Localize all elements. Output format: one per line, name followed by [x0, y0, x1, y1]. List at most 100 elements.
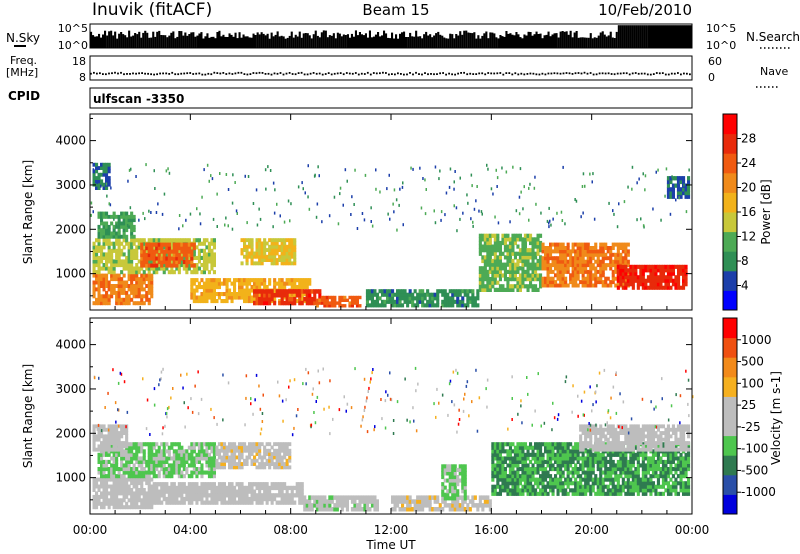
heatmap-cell — [428, 495, 432, 500]
heatmap-cell — [185, 263, 189, 268]
heatmap-cell — [631, 285, 635, 290]
heatmap-cell — [534, 251, 538, 256]
heatmap-cell — [245, 299, 249, 304]
heatmap-cell — [456, 496, 460, 501]
heatmap-cell — [100, 470, 104, 475]
heatmap-cell — [180, 456, 184, 461]
heatmap-cell — [516, 463, 520, 468]
heatmap-cell — [606, 246, 610, 250]
nsky-bar — [417, 36, 420, 48]
heatmap-cell — [230, 442, 234, 447]
nsky-bar — [360, 34, 363, 48]
heatmap-cell — [288, 251, 292, 256]
freq-dot — [174, 73, 177, 76]
heatmap-cell — [140, 256, 144, 261]
heatmap-cell — [441, 492, 445, 497]
heatmap-cell — [132, 505, 136, 510]
heatmap-cell — [343, 499, 347, 504]
heatmap-cell — [473, 495, 477, 500]
heatmap-cell — [614, 283, 618, 288]
heatmap-cell — [127, 467, 131, 472]
heatmap-cell — [443, 296, 447, 301]
heatmap-cell — [491, 452, 495, 457]
heatmap-cell — [245, 251, 249, 256]
heatmap-cell — [483, 248, 487, 253]
nsky-bar — [437, 31, 440, 48]
heatmap-cell — [283, 452, 287, 456]
heatmap-cell — [92, 263, 96, 268]
heatmap-cell — [458, 289, 462, 294]
heatmap-cell — [260, 493, 264, 498]
heatmap-cell — [140, 442, 144, 447]
heatmap-cell — [224, 223, 226, 227]
heatmap-cell — [283, 244, 287, 249]
heatmap-cell — [373, 292, 377, 297]
heatmap-cell — [300, 278, 304, 283]
heatmap-cell — [130, 234, 134, 239]
freq-dot — [138, 72, 140, 75]
heatmap-cell — [529, 248, 533, 253]
heatmap-cell — [278, 293, 282, 298]
heatmap-cell — [117, 231, 121, 236]
heatmap-cell — [305, 278, 309, 283]
nsky-bar — [306, 33, 309, 48]
heatmap-cell — [601, 283, 605, 288]
heatmap-cell — [117, 297, 121, 302]
heatmap-cell — [192, 246, 196, 251]
freq-dot — [664, 73, 667, 76]
freq-dot — [604, 72, 607, 75]
heatmap-cell — [283, 448, 287, 453]
freq-dot — [336, 72, 339, 75]
heatmap-cell — [167, 263, 171, 268]
nsky-bar — [372, 36, 375, 48]
heatmap-cell — [140, 467, 144, 472]
heatmap-cell — [172, 242, 176, 247]
heatmap-cell — [481, 503, 485, 508]
nsky-bar — [348, 37, 351, 48]
heatmap-cell — [411, 507, 415, 512]
nsky-bar — [597, 35, 600, 48]
heatmap-cell — [258, 496, 262, 502]
heatmap-cell — [586, 246, 590, 250]
heatmap-cell — [486, 258, 490, 264]
freq-dot — [490, 72, 493, 75]
heatmap-cell — [649, 275, 653, 280]
heatmap-cell — [461, 289, 465, 294]
heatmap-cell — [255, 248, 259, 252]
nsky-bar — [549, 36, 552, 48]
heatmap-cell — [355, 495, 359, 500]
heatmap-cell — [310, 300, 314, 306]
heatmap-cell — [234, 181, 236, 184]
freq-dot — [162, 72, 164, 75]
heatmap-cell — [506, 251, 510, 256]
heatmap-cell — [260, 254, 264, 259]
heatmap-cell — [521, 237, 525, 242]
heatmap-cell — [152, 445, 156, 450]
heatmap-cell — [197, 299, 201, 304]
heatmap-cell — [634, 271, 638, 276]
heatmap-cell — [273, 452, 277, 456]
heatmap-cell — [305, 289, 309, 294]
heatmap-cell — [293, 485, 297, 491]
heatmap-cell — [100, 245, 104, 250]
heatmap-cell — [393, 303, 397, 308]
heatmap-cell — [238, 482, 242, 487]
heatmap-cell — [682, 176, 686, 181]
heatmap-cell — [418, 499, 422, 504]
heatmap-cell — [195, 493, 199, 498]
heatmap-cell — [230, 299, 234, 304]
nsky-bar — [108, 31, 111, 48]
heatmap-cell — [222, 299, 226, 304]
heatmap-cell — [466, 299, 470, 304]
heatmap-cell — [486, 244, 490, 249]
heatmap-cell — [278, 455, 282, 460]
heatmap-cell — [396, 299, 400, 304]
heatmap-cell — [463, 496, 467, 501]
heatmap-cell — [160, 456, 164, 461]
heatmap-cell — [488, 248, 492, 253]
heatmap-cell — [448, 496, 452, 501]
heatmap-cell — [571, 283, 575, 288]
freq-dot — [460, 72, 462, 74]
heatmap-cell — [95, 263, 99, 268]
heatmap-cell — [546, 249, 550, 254]
